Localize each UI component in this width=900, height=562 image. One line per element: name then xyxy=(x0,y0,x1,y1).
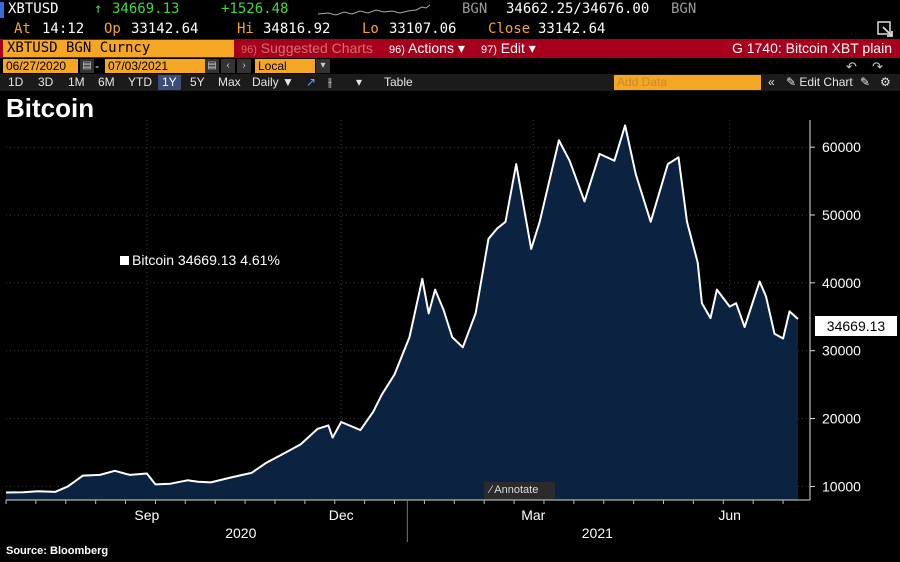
prev-period-icon[interactable]: ‹ xyxy=(221,59,235,73)
range-6m-button[interactable]: 6M xyxy=(98,75,115,89)
collapse-icon[interactable]: « xyxy=(768,75,775,89)
start-date-field[interactable]: 06/27/2020 xyxy=(3,59,78,73)
range-1y-button[interactable]: 1Y xyxy=(158,75,181,90)
sparkline-icon xyxy=(318,4,431,16)
price-line xyxy=(5,124,799,494)
price-chart: 10000 20000 30000 40000 50000 60000 Sep Dec Mar… xyxy=(5,120,861,542)
high-value: 34816.92 xyxy=(263,21,331,37)
high-label: Hi xyxy=(237,21,254,37)
edit-number: 97) xyxy=(481,44,497,56)
actions-number: 96) xyxy=(389,44,405,56)
range-1m-button[interactable]: 1M xyxy=(68,75,85,89)
chart-title: Bitcoin xyxy=(6,93,95,123)
range-3d-button[interactable]: 3D xyxy=(38,75,54,89)
end-date-field[interactable]: 07/03/2021 xyxy=(105,59,205,73)
chart-toolbar: 1D 3D 1M 6M YTD 1Y 5Y Max Daily ▼ ↗ ⫲ ▾ … xyxy=(0,74,900,91)
chart-type-dropdown-icon[interactable]: ▾ xyxy=(356,75,363,89)
ticker-accent xyxy=(0,2,4,18)
undo-icon[interactable]: ↶ xyxy=(846,59,857,74)
x-tick-label: Dec xyxy=(329,507,354,523)
y-tick-label: 10000 xyxy=(822,478,861,494)
at-label: At xyxy=(14,21,31,37)
x-year-label: 2020 xyxy=(225,525,256,541)
frequency-select[interactable]: Daily ▼ xyxy=(252,75,294,89)
draw-icon[interactable]: ✎ xyxy=(860,75,871,89)
legend-label: Bitcoin xyxy=(132,252,175,268)
edit-menu-button[interactable]: 97) Edit ▾ xyxy=(478,40,539,57)
ticker-row: XBTUSD ↑ 34669.13 +1526.48 BGN 34662.25/… xyxy=(0,0,900,20)
price-area-fill xyxy=(6,125,798,501)
bid-ask: 34662.25/34676.00 xyxy=(506,1,650,17)
price-change: +1526.48 xyxy=(221,1,289,17)
x-tick-label: Sep xyxy=(134,507,159,523)
y-tick-label: 60000 xyxy=(822,139,861,155)
security-field[interactable]: XBTUSD BGN Curncy xyxy=(3,40,234,57)
low-value: 33107.06 xyxy=(389,21,457,37)
last-price: 34669.13 xyxy=(112,1,180,17)
range-5y-button[interactable]: 5Y xyxy=(190,75,205,89)
last-value-label: 34669.13 xyxy=(815,316,897,336)
annotate-label: Annotate xyxy=(494,484,539,496)
settings-gear-icon[interactable]: ⚙ xyxy=(880,75,891,89)
end-calendar-icon[interactable]: ▤ xyxy=(205,59,219,73)
range-1d-button[interactable]: 1D xyxy=(8,75,24,89)
x-year-label: 2021 xyxy=(582,525,613,541)
info-row: At 14:12 Op 33142.64 Hi 34816.92 Lo 3310… xyxy=(0,20,900,39)
close-value: 33142.64 xyxy=(538,21,606,37)
actions-label: Actions ▾ xyxy=(408,40,465,56)
y-tick-label: 30000 xyxy=(822,343,861,359)
suggested-charts-label: Suggested Charts xyxy=(260,40,373,56)
annotate-button[interactable]: ⁄ Annotate xyxy=(484,482,555,499)
legend-value: 34669.13 xyxy=(177,252,237,268)
up-arrow-icon: ↑ xyxy=(94,1,103,17)
currency-dropdown-icon[interactable]: ▾ xyxy=(316,59,330,73)
actions-menu-button[interactable]: 96) Actions ▾ xyxy=(386,40,468,57)
range-ytd-button[interactable]: YTD xyxy=(128,75,152,89)
next-period-icon[interactable]: › xyxy=(237,59,251,73)
x-tick-label: Mar xyxy=(521,507,545,523)
date-range-row: 06/27/2020 ▤ - 07/03/2021 ▤ ‹ › Local CC… xyxy=(0,58,900,87)
expand-icon[interactable] xyxy=(876,20,894,38)
legend-swatch xyxy=(120,256,129,265)
suggested-charts-button[interactable]: 96) Suggested Charts xyxy=(238,40,376,57)
y-tick-label: 40000 xyxy=(822,275,861,291)
legend-change: 4.61% xyxy=(240,252,280,268)
y-axis: 10000 20000 30000 40000 50000 60000 xyxy=(810,139,861,494)
open-label: Op xyxy=(104,21,121,37)
chart-description: G 1740: Bitcoin XBT plain xyxy=(731,40,892,56)
close-label: Close xyxy=(488,21,531,37)
y-tick-label: 20000 xyxy=(822,411,861,427)
start-calendar-icon[interactable]: ▤ xyxy=(80,59,94,73)
price-source-2: BGN xyxy=(671,1,697,17)
suggested-charts-number: 96) xyxy=(241,44,257,56)
x-tick-label: Jun xyxy=(718,507,741,523)
currency-select[interactable]: Local CCY xyxy=(255,59,315,87)
redo-icon[interactable]: ↷ xyxy=(872,59,883,74)
edit-chart-button[interactable]: ✎ Edit Chart xyxy=(786,75,853,89)
range-max-button[interactable]: Max xyxy=(218,75,241,89)
price-source: BGN xyxy=(462,1,488,17)
legend[interactable]: Bitcoin 34669.13 4.61% xyxy=(120,252,280,268)
command-bar: XBTUSD BGN Curncy 96) Suggested Charts 9… xyxy=(0,39,900,58)
ticker-symbol[interactable]: XBTUSD xyxy=(8,1,59,17)
low-label: Lo xyxy=(362,21,379,37)
open-value: 33142.64 xyxy=(131,21,199,37)
table-button[interactable]: Table xyxy=(384,75,413,89)
add-data-field[interactable]: Add Data xyxy=(614,75,761,90)
edit-label: Edit ▾ xyxy=(500,40,536,56)
at-time: 14:12 xyxy=(42,21,85,37)
y-tick-label: 50000 xyxy=(822,207,861,223)
source-note: Source: Bloomberg xyxy=(6,545,109,557)
annotate-pencil-icon: ⁄ xyxy=(490,484,492,496)
date-separator: - xyxy=(95,59,99,73)
x-axis: Sep Dec Mar Jun 2020 2021 xyxy=(5,500,784,542)
line-chart-icon[interactable]: ↗ xyxy=(306,75,317,89)
bar-type-icon[interactable]: ⫲ xyxy=(328,75,332,89)
